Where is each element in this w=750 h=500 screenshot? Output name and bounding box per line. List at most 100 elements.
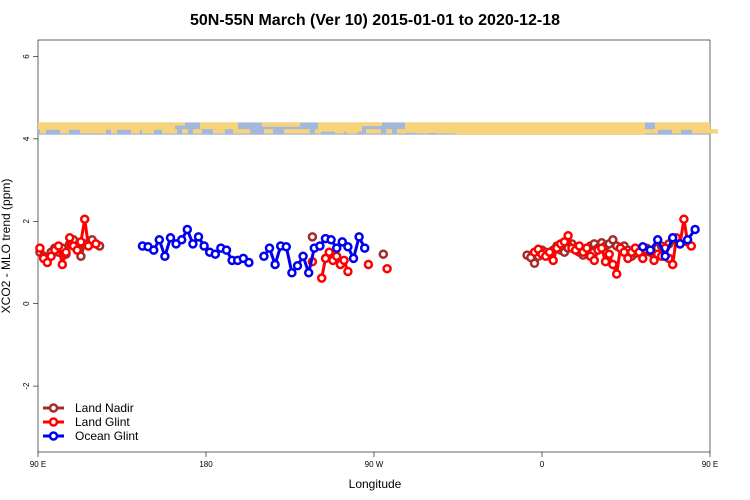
legend: Land Nadir Land Glint Ocean Glint [43, 401, 139, 443]
data-point-land-glint [53, 241, 64, 251]
data-point-land-nadir [307, 232, 318, 242]
land-speck-33 [601, 129, 610, 134]
land-speck-25 [468, 129, 477, 134]
data-point-ocean-glint [667, 233, 678, 243]
data-point-land-glint [638, 253, 648, 264]
land-speck-7 [162, 129, 177, 134]
data-point-ocean-glint [281, 242, 292, 252]
data-point-land-glint [72, 245, 82, 255]
land-speck-36 [652, 129, 658, 134]
land-speck-17 [335, 129, 344, 134]
land-patch-8 [655, 122, 710, 130]
land-speck-39 [703, 129, 718, 134]
data-point-land-glint [563, 230, 573, 241]
data-point-land-glint [76, 237, 86, 247]
data-point-ocean-glint [652, 235, 663, 245]
data-point-land-glint [679, 214, 689, 224]
x-tick-label: 90 W [365, 460, 384, 469]
x-tick-label: 180 [199, 460, 213, 469]
data-point-ocean-glint [337, 237, 348, 247]
land-speck-30 [550, 129, 562, 134]
data-point-ocean-glint [176, 235, 187, 245]
data-point-ocean-glint [645, 245, 656, 255]
land-speck-20 [386, 129, 392, 134]
data-point-ocean-glint [165, 233, 176, 243]
data-point-ocean-glint [287, 268, 297, 278]
land-speck-19 [366, 129, 381, 134]
data-point-land-glint [589, 255, 600, 266]
data-point-land-glint [83, 241, 94, 251]
land-speck-21 [397, 129, 406, 134]
data-point-land-glint [596, 243, 607, 253]
land-speck-29 [539, 129, 548, 134]
legend-marker-land-nadir [48, 403, 59, 413]
data-point-ocean-glint [354, 232, 364, 242]
y-tick-label: 6 [22, 54, 31, 59]
land-speck-28 [519, 129, 525, 134]
data-point-land-glint [35, 243, 45, 253]
land-speck-10 [213, 129, 225, 134]
data-point-ocean-glint [303, 268, 314, 278]
data-point-ocean-glint [154, 235, 165, 245]
land-patch-0 [38, 122, 175, 130]
legend-label-ocean-glint: Ocean Glint [75, 429, 139, 443]
land-speck-6 [142, 129, 154, 134]
land-patch-3 [262, 122, 300, 127]
land-speck-24 [448, 129, 454, 134]
data-point-land-glint [316, 273, 327, 283]
data-point-land-glint [91, 239, 101, 249]
data-point-ocean-glint [348, 253, 359, 264]
data-point-ocean-glint [221, 245, 232, 255]
data-point-land-glint [600, 256, 611, 267]
data-point-ocean-glint [148, 245, 159, 255]
data-point-land-glint [61, 247, 71, 257]
data-point-ocean-glint [210, 249, 221, 259]
y-axis: -2 0 2 4 6 [22, 54, 38, 390]
data-point-ocean-glint [188, 239, 198, 249]
data-point-land-nadir [529, 258, 540, 269]
data-point-land-glint [57, 259, 68, 270]
land-speck-26 [488, 129, 500, 134]
land-speck-8 [182, 129, 188, 134]
data-point-land-glint [331, 251, 342, 262]
x-tick-label: 90 E [702, 460, 718, 469]
data-point-land-glint [608, 259, 618, 270]
data-point-ocean-glint [292, 261, 303, 271]
land-speck-2 [80, 129, 92, 134]
data-point-ocean-glint [638, 242, 648, 252]
data-point-ocean-glint [660, 251, 670, 262]
y-tick-label: 2 [22, 219, 31, 224]
land-patch-4 [318, 122, 362, 132]
land-speck-4 [111, 129, 117, 134]
data-point-ocean-glint [270, 259, 280, 270]
land-speck-1 [60, 129, 69, 134]
land-mask-band [38, 122, 718, 135]
data-point-ocean-glint [298, 251, 308, 262]
land-speck-0 [40, 129, 46, 134]
land-patch-5 [362, 122, 382, 127]
land-speck-3 [91, 129, 106, 134]
data-point-land-glint [604, 249, 614, 259]
legend-label-land-nadir: Land Nadir [75, 401, 134, 415]
data-point-ocean-glint [690, 224, 700, 235]
data-point-land-glint [324, 247, 334, 257]
data-point-land-glint [382, 263, 392, 274]
data-point-land-nadir [378, 249, 389, 259]
x-axis-label: Longitude [349, 477, 402, 491]
data-point-ocean-glint [331, 243, 342, 253]
data-point-ocean-glint [675, 239, 685, 249]
land-speck-37 [672, 129, 681, 134]
data-point-land-glint [611, 269, 622, 279]
land-speck-11 [233, 129, 248, 134]
data-point-ocean-glint [193, 232, 204, 242]
data-point-land-glint [64, 233, 75, 243]
land-speck-12 [244, 129, 250, 134]
series-layer [35, 214, 700, 283]
land-speck-15 [295, 129, 310, 134]
land-speck-5 [131, 129, 140, 134]
data-point-ocean-glint [359, 243, 370, 253]
land-speck-31 [570, 129, 585, 134]
data-point-ocean-glint [259, 251, 269, 262]
y-axis-label: XCO2 - MLO trend (ppm) [0, 179, 13, 314]
data-point-land-glint [339, 255, 349, 266]
